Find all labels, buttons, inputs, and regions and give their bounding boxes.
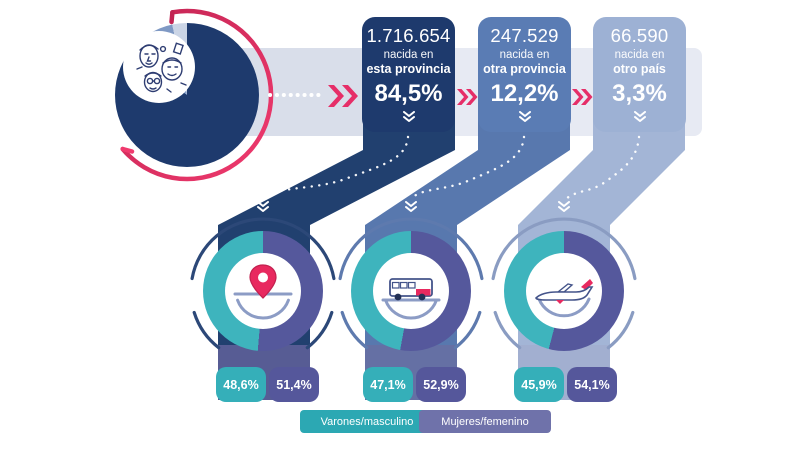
card-percentage: 3,3% (612, 80, 667, 107)
card-value: 247.529 (490, 25, 559, 46)
male-pct-chip: 48,6% (216, 367, 266, 402)
bus-icon (381, 278, 441, 320)
female-pct-chip: 54,1% (567, 367, 617, 402)
card-place-label: otro país (613, 62, 666, 76)
gender-donut-otro-pais (491, 217, 637, 351)
female-pct-chip: 52,9% (416, 367, 466, 402)
chevron-double-down-icon (402, 111, 415, 122)
origin-pie-hole (123, 31, 195, 103)
card-place-label: esta provincia (366, 62, 451, 76)
card-otro-pais: 66.590 nacida en otro país 3,3% (593, 17, 686, 132)
legend-female: Mujeres/femenino (419, 410, 551, 433)
card-sublabel: nacida en (383, 49, 434, 61)
donut-center (373, 253, 449, 329)
gender-donut-esta-provincia (190, 217, 336, 351)
card-value: 1.716.654 (366, 25, 451, 46)
female-pct-chip: 51,4% (269, 367, 319, 402)
donut-outer-arc (491, 217, 637, 350)
chevron-double-down-icon (633, 111, 646, 122)
legend-male: Varones/masculino (300, 410, 434, 433)
donut-outer-arc (338, 217, 484, 350)
airplane-icon (535, 279, 594, 318)
card-otra-provincia: 247.529 nacida en otra provincia 12,2% (478, 17, 571, 132)
gender-donut-otra-provincia (338, 217, 484, 351)
card-place-label: otra provincia (483, 62, 566, 76)
location-pin-icon (233, 264, 293, 320)
male-pct-chip: 47,1% (363, 367, 413, 402)
card-sublabel: nacida en (499, 49, 550, 61)
pie-highlight-arc (120, 8, 274, 182)
chevron-double-down-icon (518, 111, 531, 122)
card-sublabel: nacida en (614, 49, 665, 61)
card-percentage: 12,2% (490, 80, 559, 107)
card-value: 66.590 (610, 25, 669, 46)
card-percentage: 84,5% (374, 80, 443, 107)
donut-center (526, 253, 602, 329)
people-faces-illustration (136, 42, 187, 93)
donut-outer-arc (190, 217, 336, 350)
origin-pie-chart (87, 0, 287, 195)
card-esta-provincia: 1.716.654 nacida en esta provincia 84,5% (362, 17, 455, 132)
donut-center (225, 253, 301, 329)
male-pct-chip: 45,9% (514, 367, 564, 402)
